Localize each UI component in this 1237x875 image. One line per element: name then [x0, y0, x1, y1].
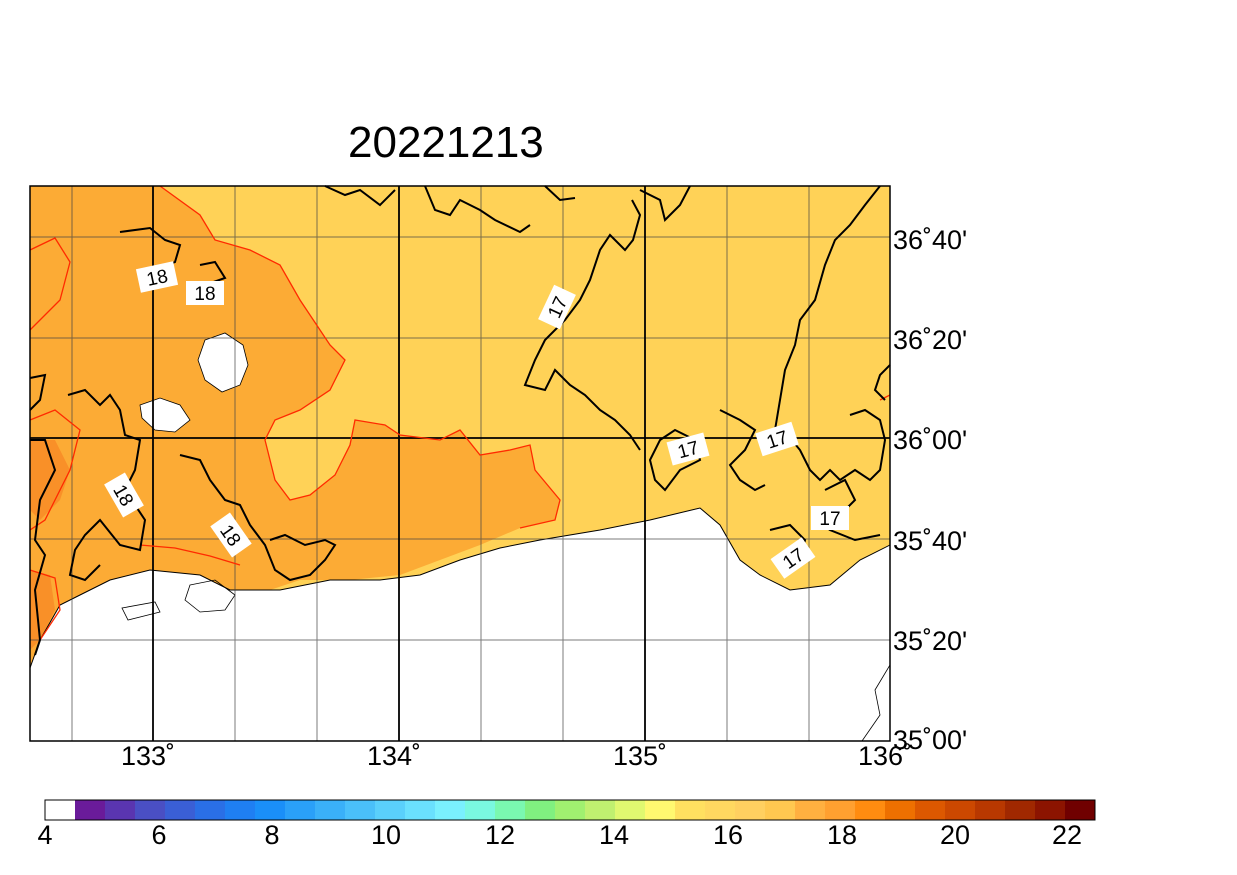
- contour-label: 18: [135, 261, 179, 293]
- colorbar-cell: [345, 800, 376, 820]
- colorbar-label: 10: [370, 820, 402, 850]
- colorbar-cell: [1035, 800, 1066, 820]
- lat-tick-label: 36˚00': [893, 425, 968, 455]
- contour-label-text: 18: [194, 284, 215, 305]
- lon-tick-label: 136˚: [858, 741, 913, 771]
- colorbar-cell: [915, 800, 946, 820]
- colorbar-cell: [525, 800, 556, 820]
- contour-label-text: 18: [145, 266, 170, 291]
- colorbar-cell: [405, 800, 436, 820]
- colorbar-cell: [195, 800, 226, 820]
- colorbar-cell: [555, 800, 586, 820]
- colorbar-cell: [615, 800, 646, 820]
- graticule-major: [30, 186, 890, 741]
- colorbar-cell: [285, 800, 316, 820]
- colorbar-cell: [795, 800, 826, 820]
- colorbar-cell: [945, 800, 976, 820]
- colorbar-cell: [855, 800, 886, 820]
- colorbar-cell: [255, 800, 286, 820]
- map-frame: [29, 185, 891, 742]
- colorbar-label: 8: [264, 820, 280, 850]
- colorbar-cell: [45, 800, 76, 820]
- contour-label: 17: [666, 432, 710, 466]
- colorbar-cell: [735, 800, 766, 820]
- lat-tick-label: 35˚20': [893, 626, 968, 656]
- contour-label: 17: [811, 506, 849, 530]
- colorbar-label: 12: [484, 820, 516, 850]
- colorbar-cell: [105, 800, 136, 820]
- colorbar-label: 4: [37, 820, 53, 850]
- colorbar-label: 16: [712, 820, 744, 850]
- colorbar-label: 20: [939, 820, 971, 850]
- colorbar-cell: [225, 800, 256, 820]
- colorbar-cell: [705, 800, 736, 820]
- colorbar-cell: [975, 800, 1006, 820]
- colorbar: [44, 799, 1096, 821]
- contour-label: 18: [186, 281, 224, 305]
- field-19-patch: [30, 570, 55, 650]
- colorbar-cell: [885, 800, 916, 820]
- colorbar-cell: [135, 800, 166, 820]
- colorbar-cell: [375, 800, 406, 820]
- colorbar-cell: [75, 800, 106, 820]
- lon-tick-label: 135˚: [613, 741, 668, 771]
- inner-bay-island: [184, 579, 236, 613]
- colorbar-label: 22: [1051, 820, 1083, 850]
- colorbar-label: 6: [151, 820, 167, 850]
- colorbar-label: 18: [826, 820, 858, 850]
- colorbar-cell: [1065, 800, 1096, 820]
- colorbar-cell: [495, 800, 526, 820]
- graticule: [30, 186, 890, 741]
- lon-tick-label: 134˚: [367, 741, 422, 771]
- lat-tick-label: 36˚20': [893, 325, 968, 355]
- colorbar-cell: [465, 800, 496, 820]
- colorbar-frame: [44, 799, 1096, 821]
- lat-tick-label: 35˚00': [893, 725, 968, 755]
- lat-tick-label: 35˚40': [893, 526, 968, 556]
- contour-19-lines: [29, 185, 891, 641]
- colorbar-cell: [825, 800, 856, 820]
- colorbar-cell: [1005, 800, 1036, 820]
- colorbar-cell: [585, 800, 616, 820]
- contour-label-text: 17: [819, 509, 840, 530]
- lat-tick-label: 36˚40': [893, 225, 968, 255]
- colorbar-cell: [315, 800, 346, 820]
- colorbar-cell: [165, 800, 196, 820]
- map-panel: 18 18 17 18 18 17 17 17: [29, 185, 891, 742]
- coast-land: [29, 507, 891, 742]
- colorbar-label: 14: [598, 820, 630, 850]
- lon-tick-label: 133˚: [121, 741, 176, 771]
- small-island: [121, 601, 161, 621]
- colorbar-cell: [645, 800, 676, 820]
- colorbar-cell: [675, 800, 706, 820]
- colorbar-cell: [765, 800, 796, 820]
- colorbar-cell: [435, 800, 466, 820]
- east-coast-outline: [861, 664, 891, 742]
- map-title: 20221213: [348, 118, 544, 167]
